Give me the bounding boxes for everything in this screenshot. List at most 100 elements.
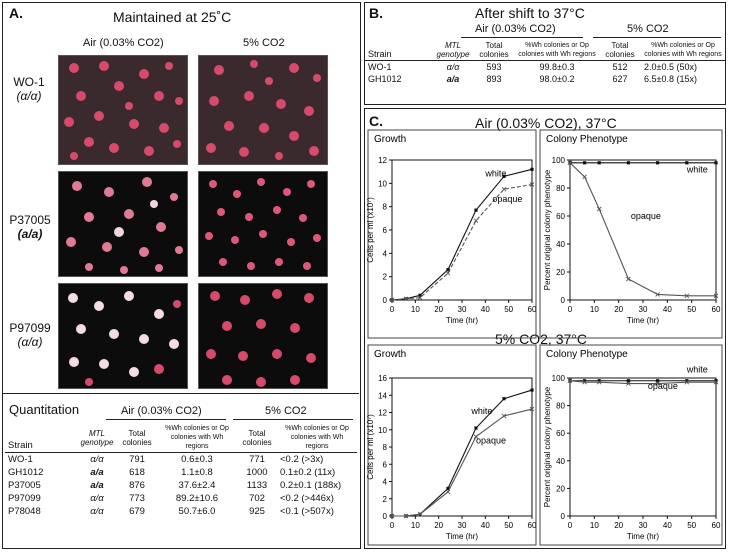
table-cell: P97099 (8, 493, 41, 504)
y-tick-label: 6 (383, 226, 388, 235)
table-cell: <0.2 (>446x) (280, 493, 334, 504)
table-cell: 1000 (246, 467, 268, 478)
x-tick-label: 0 (568, 305, 573, 314)
table-cell: 37.6±2.4 (178, 480, 216, 491)
panel-c: C. Air (0.03% CO2), 37°C 5% CO2, 37°C (364, 108, 726, 549)
table-cell: α/α (90, 493, 104, 504)
colonies-image (68, 291, 181, 386)
colonies-image (205, 178, 321, 270)
data-point-opaque (713, 293, 719, 299)
panel-b-title: After shift to 37°C (475, 5, 585, 21)
quant-air-underline (106, 419, 226, 420)
table-row: P97099 α/α 773 89.2±10.6 702 <0.2 (>446x) (5, 492, 357, 505)
table-cell: 99.8±0.3 (539, 62, 575, 72)
data-point-white (446, 268, 450, 272)
table-cell: 791 (129, 454, 145, 465)
y-tick-label: 20 (556, 484, 565, 493)
data-point-opaque (529, 182, 535, 187)
data-point-white (583, 379, 587, 383)
header-cell: %Wh colonies or Op colonies with Wh regi… (285, 425, 349, 450)
data-point-opaque (596, 206, 602, 212)
panel-b-table: Strain MTL genotype Total colonies %Wh c… (365, 40, 725, 85)
data-point-white (474, 208, 478, 212)
data-point-opaque (473, 434, 479, 439)
y-tick-label: 20 (556, 268, 565, 277)
table-cell: 773 (129, 493, 145, 504)
colonies-image (206, 60, 321, 160)
series-label: white (470, 406, 492, 416)
table-cell: <0.1 (>507x) (280, 506, 334, 517)
chart-frame (367, 129, 537, 339)
data-point-white (626, 161, 630, 165)
y-tick-label: 10 (378, 426, 387, 435)
data-point-opaque (445, 489, 451, 495)
y-tick-label: 12 (378, 409, 387, 418)
header-cell: %Wh colonies or Op colonies with Wh regi… (165, 425, 229, 450)
table-cell: WO-1 (368, 62, 392, 72)
table-cell: 2.0±0.5 (50x) (644, 62, 697, 72)
y-tick-label: 4 (383, 249, 388, 258)
x-axis-label: Time (hr) (446, 316, 478, 325)
data-point-opaque (389, 513, 395, 519)
x-tick-label: 60 (528, 521, 537, 530)
plate-photo-p97099-air (58, 283, 188, 389)
series-line-opaque (392, 408, 533, 517)
table-rule (365, 60, 725, 61)
table-header-row: Strain MTL genotype Total colonies %Wh c… (5, 423, 357, 452)
x-tick-label: 0 (390, 305, 395, 314)
table-cell: 627 (612, 74, 628, 84)
data-point-opaque (501, 413, 507, 419)
x-axis-label: Time (hr) (446, 532, 478, 541)
data-point-opaque (582, 379, 587, 385)
plot-area (569, 377, 717, 517)
data-point-opaque (626, 276, 631, 282)
row-label-p37005: P37005 (a/a) (5, 213, 55, 241)
header-cell: %Wh colonies or Op colonies with Wh regi… (518, 42, 596, 58)
y-tick-label: 10 (378, 179, 387, 188)
x-tick-label: 40 (481, 521, 490, 530)
x-axis-label: Time (hr) (627, 316, 659, 325)
table-cell: 679 (129, 506, 145, 517)
table-cell: GH1012 (8, 467, 44, 478)
table-cell: P37005 (8, 480, 41, 491)
series-line-white (391, 168, 533, 301)
quant-air-header: Air (0.03% CO2) (121, 405, 202, 417)
data-point-opaque (567, 378, 573, 384)
data-point-white (502, 174, 506, 178)
table-cell: 771 (249, 454, 265, 465)
chart-title: Colony Phenotype (546, 349, 628, 360)
table-cell: a/a (90, 480, 104, 491)
data-point-opaque (684, 293, 690, 299)
quantitation-table: Strain MTL genotype Total colonies %Wh c… (5, 423, 357, 518)
chart-title: Growth (374, 349, 406, 360)
x-tick-label: 10 (411, 521, 420, 530)
data-point-opaque (473, 218, 479, 223)
table-row: P78048 α/α 679 50.7±6.0 925 <0.1 (>507x) (5, 505, 357, 518)
header-cell: %Wh colonies or Op colonies with Wh regi… (644, 42, 722, 58)
panel-c-co2-title: 5% CO2, 37°C (495, 331, 587, 347)
data-point-white (502, 397, 506, 401)
table-rule (5, 452, 357, 453)
data-point-opaque (389, 297, 395, 303)
row-genotype: (α/α) (16, 89, 42, 103)
data-point-opaque (713, 379, 719, 385)
header-cell: Strain (8, 440, 33, 451)
panel-a-col-air: Air (0.03% CO2) (83, 37, 164, 49)
row-strain: P37005 (9, 213, 51, 227)
panel-b-co2-header: 5% CO2 (627, 23, 669, 35)
panel-b: B. After shift to 37°C Air (0.03% CO2) 5… (364, 2, 726, 105)
quant-co2-header: 5% CO2 (265, 405, 307, 417)
x-tick-label: 40 (663, 305, 672, 314)
table-row: WO-1 α/α 791 0.6±0.3 771 <0.2 (>3x) (5, 453, 357, 466)
data-point-opaque (403, 513, 409, 519)
y-tick-label: 8 (383, 203, 388, 212)
table-cell: 50.7±6.0 (178, 506, 216, 517)
data-point-white (418, 293, 422, 297)
header-cell: Total colonies (122, 428, 152, 447)
series-line-opaque (569, 162, 716, 297)
series-label: opaque (476, 436, 506, 446)
x-tick-label: 50 (687, 521, 696, 530)
y-tick-label: 16 (378, 374, 387, 383)
plot-area (391, 159, 533, 301)
